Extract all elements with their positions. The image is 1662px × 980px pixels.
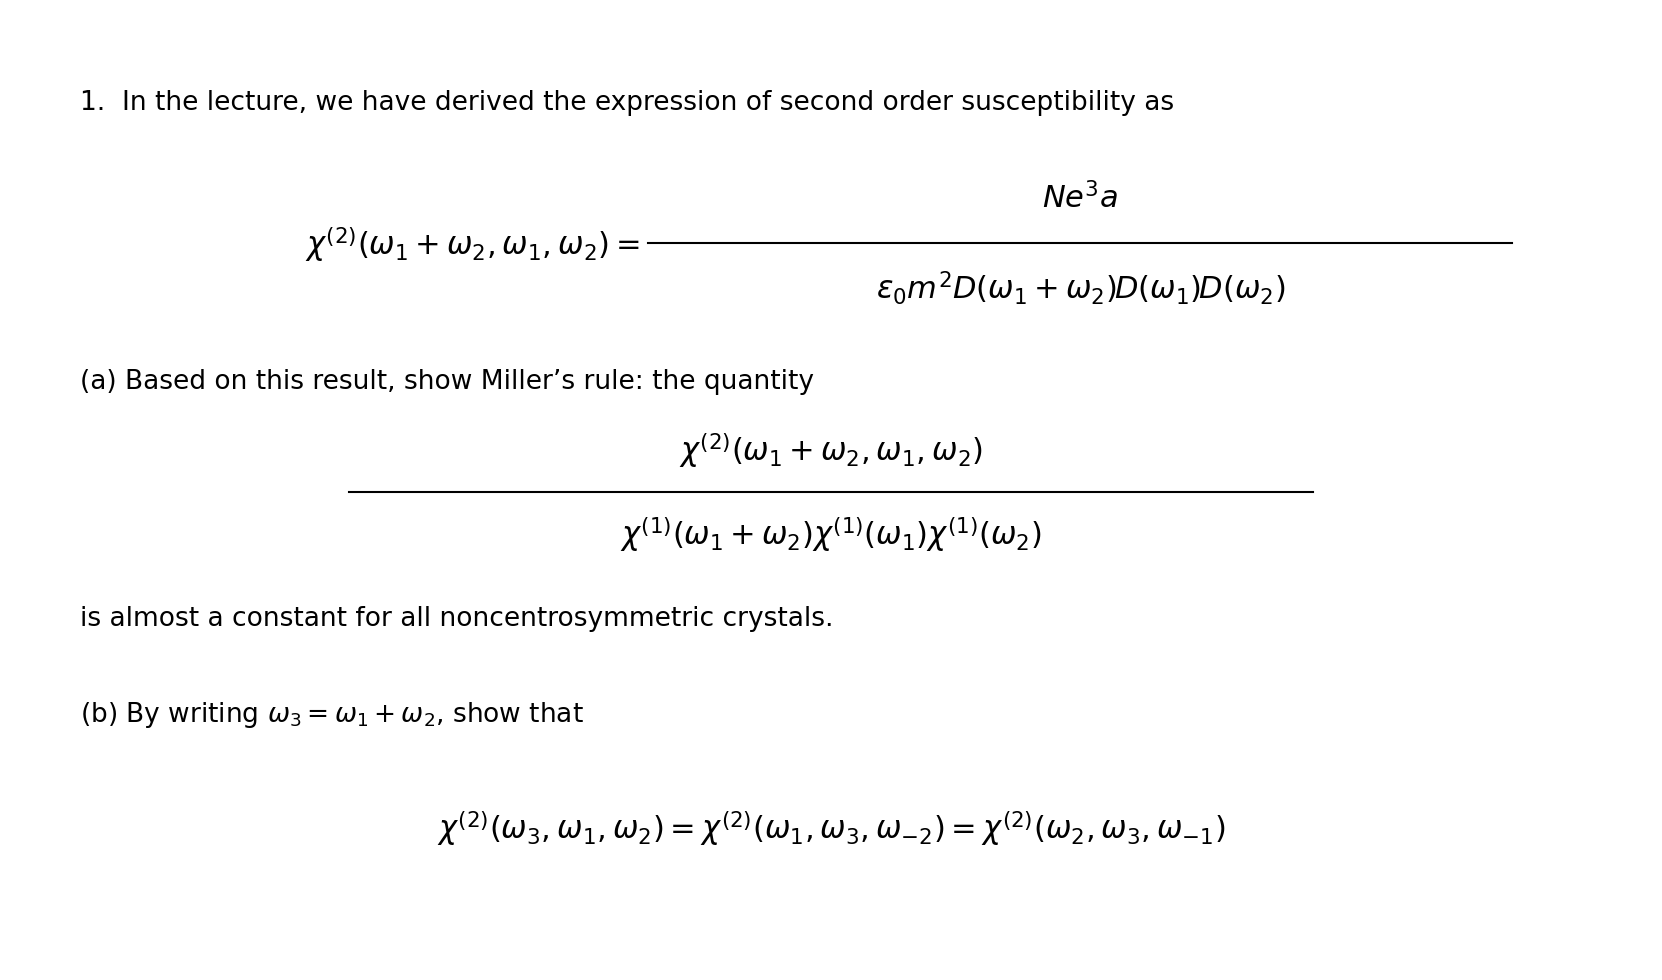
Text: 1.  In the lecture, we have derived the expression of second order susceptibilit: 1. In the lecture, we have derived the e… bbox=[80, 90, 1173, 116]
Text: $\chi^{(2)}(\omega_3, \omega_1, \omega_2) = \chi^{(2)}(\omega_1, \omega_3, \omeg: $\chi^{(2)}(\omega_3, \omega_1, \omega_2… bbox=[437, 808, 1225, 848]
Text: $\chi^{(2)}(\omega_1 + \omega_2, \omega_1, \omega_2)$: $\chi^{(2)}(\omega_1 + \omega_2, \omega_… bbox=[680, 431, 982, 470]
Text: (a) Based on this result, show Miller’s rule: the quantity: (a) Based on this result, show Miller’s … bbox=[80, 369, 814, 395]
Text: $Ne^3a$: $Ne^3a$ bbox=[1042, 181, 1119, 215]
Text: is almost a constant for all noncentrosymmetric crystals.: is almost a constant for all noncentrosy… bbox=[80, 607, 833, 632]
Text: $\chi^{(2)}(\omega_1 + \omega_2, \omega_1, \omega_2) =$: $\chi^{(2)}(\omega_1 + \omega_2, \omega_… bbox=[306, 225, 640, 265]
Text: $\chi^{(1)}(\omega_1 + \omega_2)\chi^{(1)}(\omega_1)\chi^{(1)}(\omega_2)$: $\chi^{(1)}(\omega_1 + \omega_2)\chi^{(1… bbox=[620, 514, 1042, 554]
Text: $\varepsilon_0 m^2 D(\omega_1 + \omega_2)D(\omega_1)D(\omega_2)$: $\varepsilon_0 m^2 D(\omega_1 + \omega_2… bbox=[876, 270, 1285, 307]
Text: (b) By writing $\omega_3 = \omega_1 + \omega_2$, show that: (b) By writing $\omega_3 = \omega_1 + \o… bbox=[80, 701, 583, 730]
